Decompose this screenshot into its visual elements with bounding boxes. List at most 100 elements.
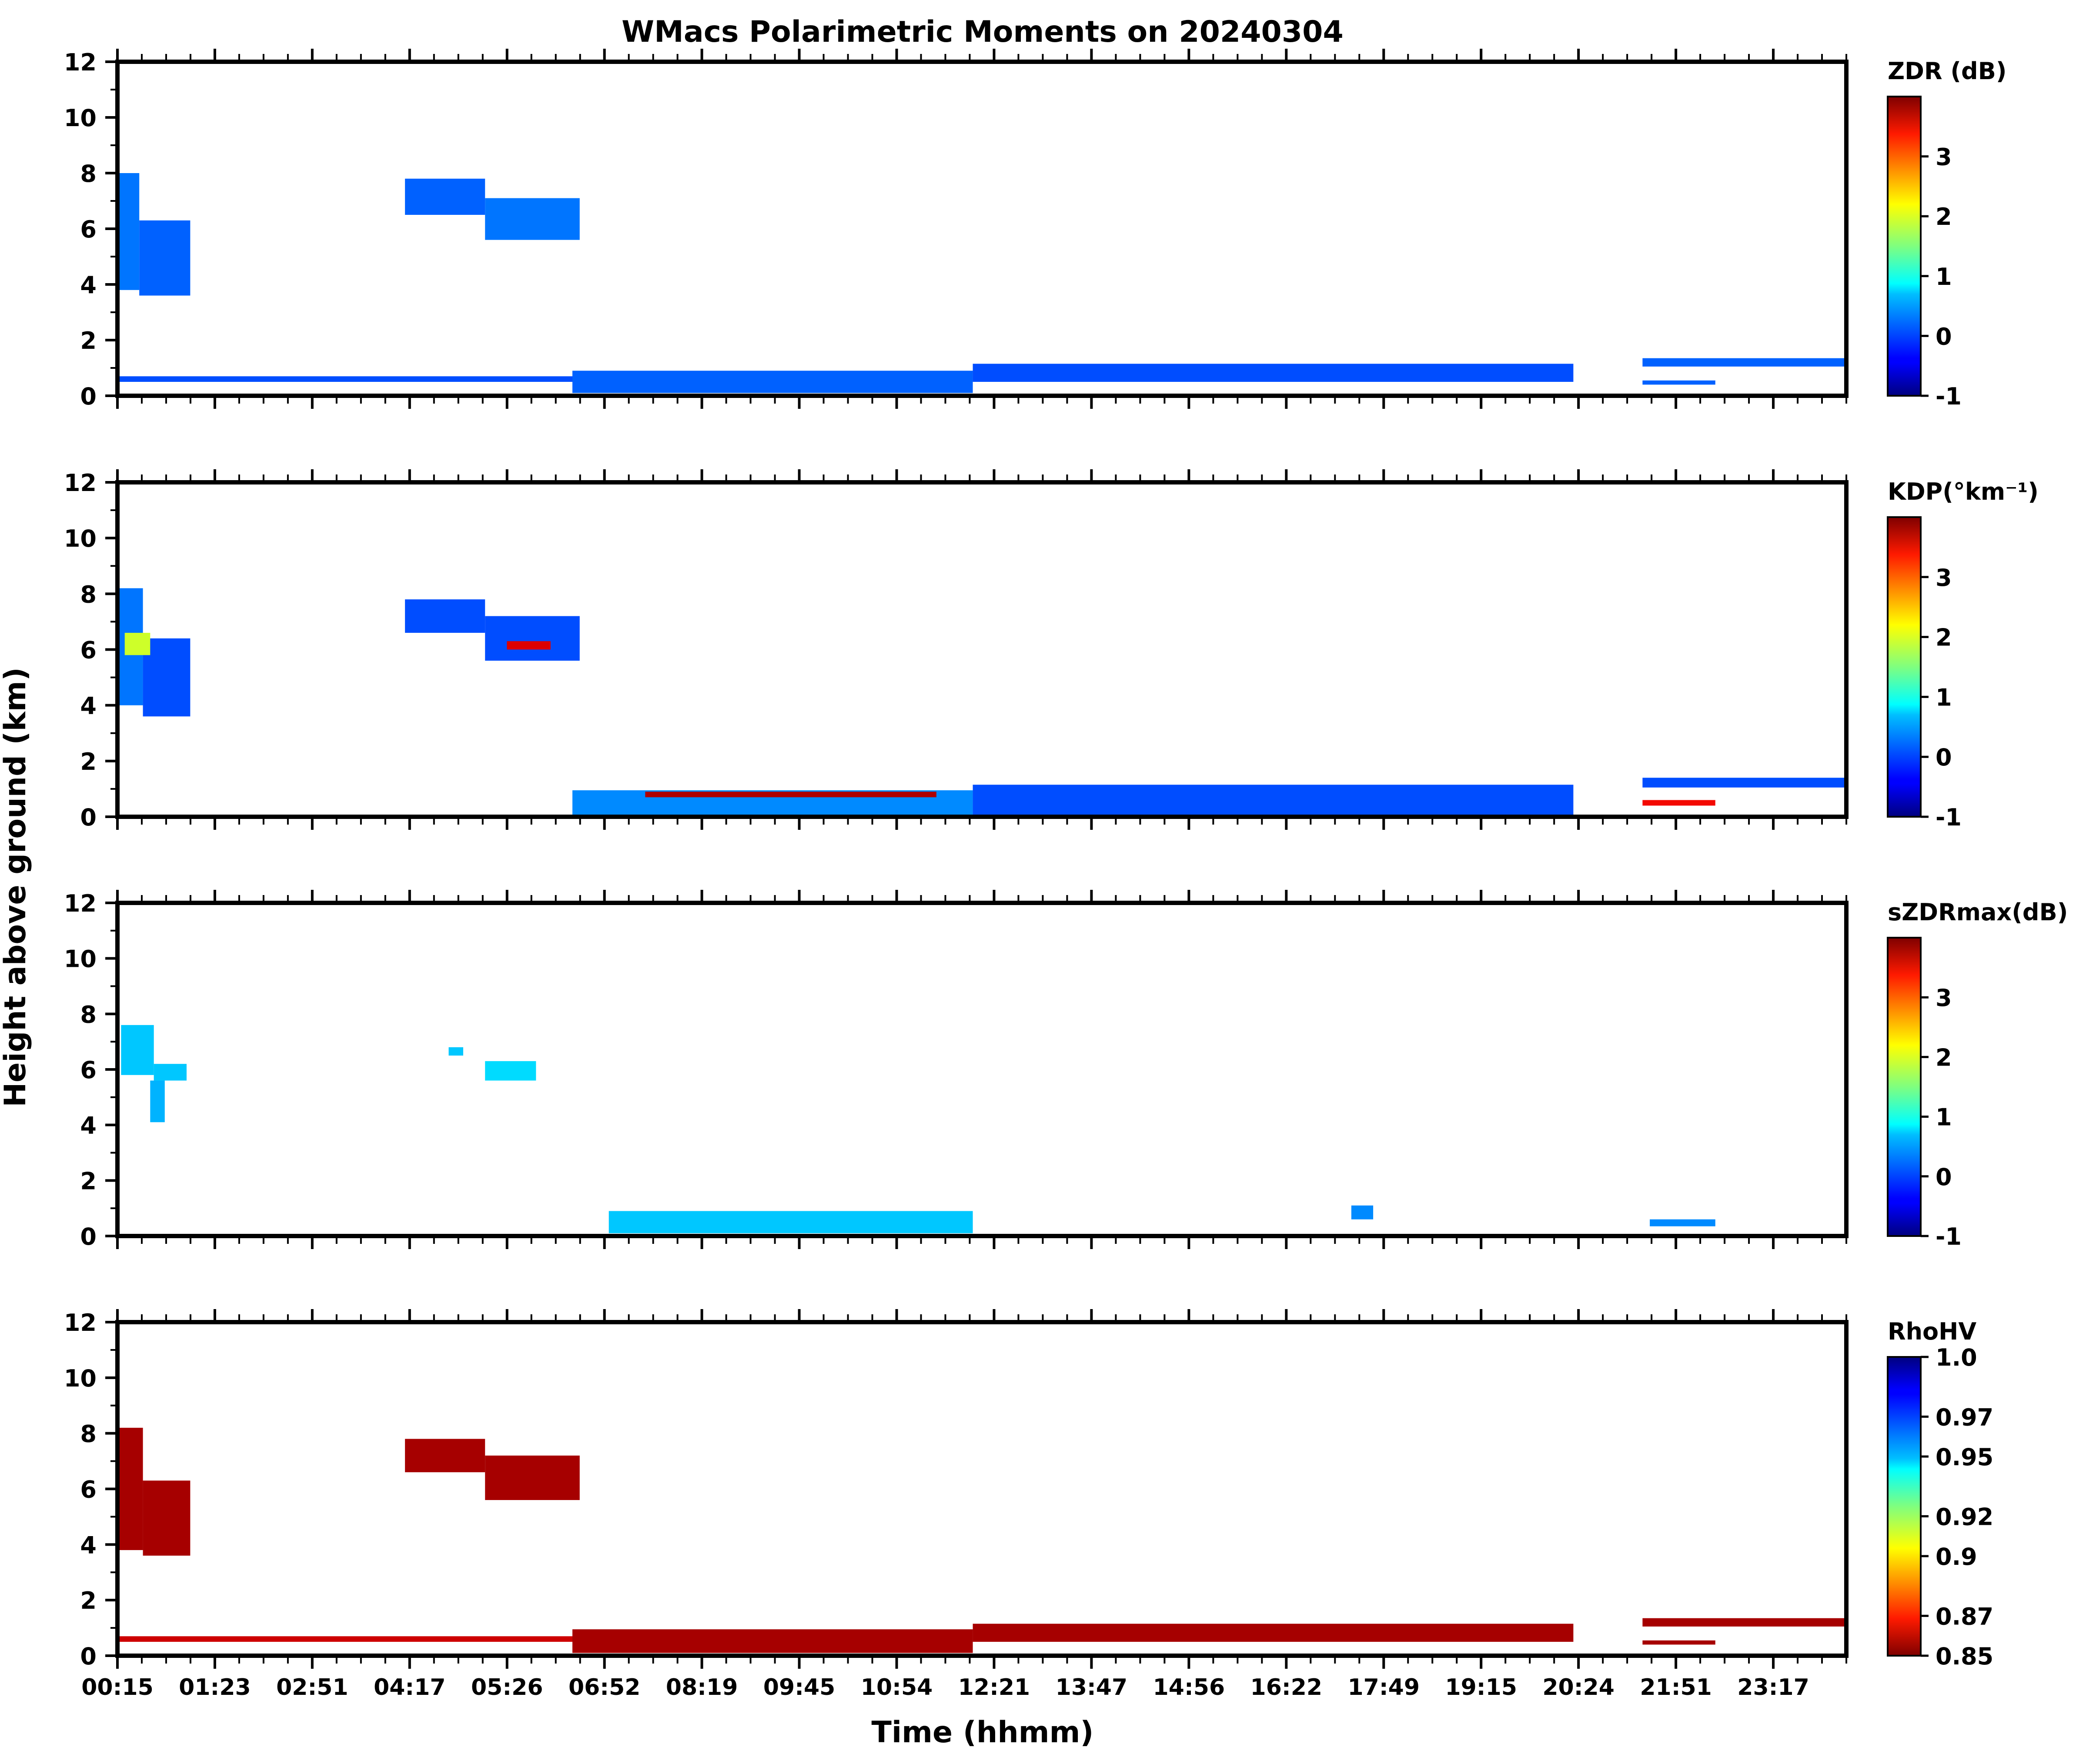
szdrmax-echo-4 bbox=[485, 1061, 536, 1081]
zdr-echo-0 bbox=[117, 173, 140, 290]
kdp-echo-8 bbox=[973, 785, 1574, 817]
kdp-echo-7 bbox=[645, 792, 936, 798]
kdp-colorbar-tick-label: -1 bbox=[1936, 804, 1962, 831]
zdr-echo-6 bbox=[973, 364, 1574, 382]
x-tick-label: 14:56 bbox=[1153, 1674, 1225, 1701]
x-tick-label: 10:54 bbox=[861, 1674, 933, 1701]
szdrmax-colorbar-tick-label: -1 bbox=[1936, 1223, 1962, 1250]
x-tick-label: 20:24 bbox=[1542, 1674, 1615, 1701]
x-tick-label: 16:22 bbox=[1250, 1674, 1323, 1701]
rhohv-colorbar-label: RhoHV bbox=[1888, 1318, 1976, 1345]
szdrmax-echo-2 bbox=[150, 1080, 165, 1123]
x-tick-label: 04:17 bbox=[374, 1674, 446, 1701]
x-tick-label: 06:52 bbox=[568, 1674, 641, 1701]
szdrmax-echo-0 bbox=[121, 1025, 154, 1075]
rhohv-echo-7 bbox=[1642, 1618, 1846, 1627]
zdr-colorbar-tick-label: 1 bbox=[1936, 263, 1952, 291]
zdr-colorbar bbox=[1887, 96, 1922, 397]
kdp-colorbar-tick-label: 1 bbox=[1936, 684, 1952, 711]
szdrmax-echo-6 bbox=[1351, 1205, 1374, 1219]
rhohv-colorbar-tick-label: 0.92 bbox=[1936, 1503, 1993, 1530]
szdrmax-y-tick-label: 0 bbox=[80, 1223, 97, 1250]
zdr-colorbar-tick-label: -1 bbox=[1936, 383, 1962, 410]
szdrmax-colorbar-tick-label: 0 bbox=[1936, 1163, 1952, 1191]
szdrmax-echo-7 bbox=[1650, 1219, 1715, 1226]
zdr-colorbar-tick-label: 2 bbox=[1936, 203, 1952, 231]
x-axis-label: Time (hhmm) bbox=[871, 1715, 1093, 1750]
rhohv-colorbar bbox=[1887, 1356, 1922, 1657]
zdr-echo-5 bbox=[572, 371, 973, 393]
panel-rhohv: 0 2 4 6 8 10 12 RhoHV 0.85 0.87 0.9 0.92 0.95 0.97 1.0 bbox=[64, 1309, 1993, 1670]
zdr-echo-7 bbox=[1642, 358, 1846, 367]
rhohv-echo-0 bbox=[117, 1427, 143, 1550]
szdrmax-colorbar-label: sZDRmax(dB) bbox=[1888, 899, 2068, 926]
rhohv-y-tick-label: 12 bbox=[64, 1309, 97, 1336]
szdrmax-y-tick-label: 8 bbox=[80, 1001, 97, 1028]
rhohv-y-tick-label: 6 bbox=[80, 1476, 97, 1503]
szdrmax-y-tick-label: 12 bbox=[64, 890, 97, 917]
zdr-y-tick-label: 6 bbox=[80, 216, 97, 243]
szdrmax-colorbar-tick-label: 3 bbox=[1936, 984, 1952, 1012]
szdrmax-echo-5 bbox=[608, 1211, 973, 1233]
kdp-echo-4 bbox=[485, 616, 580, 661]
kdp-axes-frame bbox=[115, 480, 1849, 819]
x-tick-labels: 00:15 01:23 02:51 04:17 05:26 06:52 08:19 09:45… bbox=[81, 1674, 1809, 1701]
szdrmax-colorbar bbox=[1887, 937, 1922, 1237]
szdrmax-y-tick-label: 2 bbox=[80, 1167, 97, 1195]
kdp-y-tick-label: 8 bbox=[80, 581, 97, 608]
x-tick-label: 13:47 bbox=[1056, 1674, 1128, 1701]
zdr-y-tick-label: 8 bbox=[80, 160, 97, 187]
szdrmax-y-tick-label: 4 bbox=[80, 1112, 97, 1139]
x-tick-label: 21:51 bbox=[1640, 1674, 1712, 1701]
szdrmax-y-tick-label: 6 bbox=[80, 1056, 97, 1084]
kdp-y-tick-label: 10 bbox=[64, 525, 97, 552]
x-tick-label: 09:45 bbox=[763, 1674, 836, 1701]
kdp-colorbar-tick-label: 3 bbox=[1936, 564, 1952, 591]
kdp-echo-1 bbox=[143, 638, 191, 717]
zdr-echo-3 bbox=[485, 198, 580, 240]
x-tick-label: 23:17 bbox=[1737, 1674, 1809, 1701]
rhohv-colorbar-tick-label: 0.87 bbox=[1936, 1603, 1993, 1630]
zdr-y-tick-label: 4 bbox=[80, 271, 97, 299]
kdp-y-tick-label: 6 bbox=[80, 637, 97, 664]
kdp-echo-2 bbox=[124, 633, 150, 655]
zdr-y-tick-label: 2 bbox=[80, 327, 97, 354]
zdr-echo-8 bbox=[1642, 380, 1715, 385]
x-tick-label: 08:19 bbox=[666, 1674, 738, 1701]
kdp-y-tick-label: 4 bbox=[80, 692, 97, 720]
rhohv-echo-3 bbox=[485, 1455, 580, 1500]
x-tick-label: 17:49 bbox=[1348, 1674, 1420, 1701]
kdp-echo-3 bbox=[405, 599, 485, 633]
x-tick-label: 05:26 bbox=[471, 1674, 543, 1701]
rhohv-echo-6 bbox=[973, 1624, 1574, 1642]
x-tick-label: 19:15 bbox=[1445, 1674, 1517, 1701]
rhohv-y-tick-label: 10 bbox=[64, 1365, 97, 1392]
rhohv-y-tick-label: 4 bbox=[80, 1531, 97, 1559]
zdr-echo-4 bbox=[117, 376, 645, 382]
zdr-colorbar-label: ZDR (dB) bbox=[1888, 57, 2007, 85]
rhohv-echo-4 bbox=[117, 1636, 645, 1642]
zdr-colorbar-tick-label: 0 bbox=[1936, 323, 1952, 350]
kdp-y-tick-label: 12 bbox=[64, 469, 97, 497]
kdp-y-tick-label: 0 bbox=[80, 804, 97, 831]
rhohv-y-tick-label: 8 bbox=[80, 1420, 97, 1448]
kdp-colorbar-label: KDP(°km⁻¹) bbox=[1888, 478, 2039, 505]
zdr-y-tick-label: 10 bbox=[64, 104, 97, 132]
rhohv-colorbar-tick-label: 0.9 bbox=[1936, 1543, 1977, 1570]
rhohv-colorbar-tick-label: 1.0 bbox=[1936, 1344, 1977, 1371]
kdp-echo-10 bbox=[1642, 800, 1715, 806]
x-tick-label: 01:23 bbox=[179, 1674, 251, 1701]
kdp-echo-9 bbox=[1642, 778, 1846, 788]
x-tick-label: 02:51 bbox=[276, 1674, 348, 1701]
kdp-colorbar-tick-label: 2 bbox=[1936, 624, 1952, 651]
rhohv-echo-1 bbox=[143, 1480, 191, 1556]
szdrmax-echo-3 bbox=[448, 1047, 463, 1056]
zdr-echo-1 bbox=[139, 220, 191, 296]
szdrmax-colorbar-tick-label: 2 bbox=[1936, 1044, 1952, 1071]
rhohv-colorbar-tick-label: 0.97 bbox=[1936, 1403, 1993, 1431]
chart-title: WMacs Polarimetric Moments on 20240304 bbox=[622, 15, 1344, 49]
zdr-y-tick-label: 12 bbox=[64, 49, 97, 76]
